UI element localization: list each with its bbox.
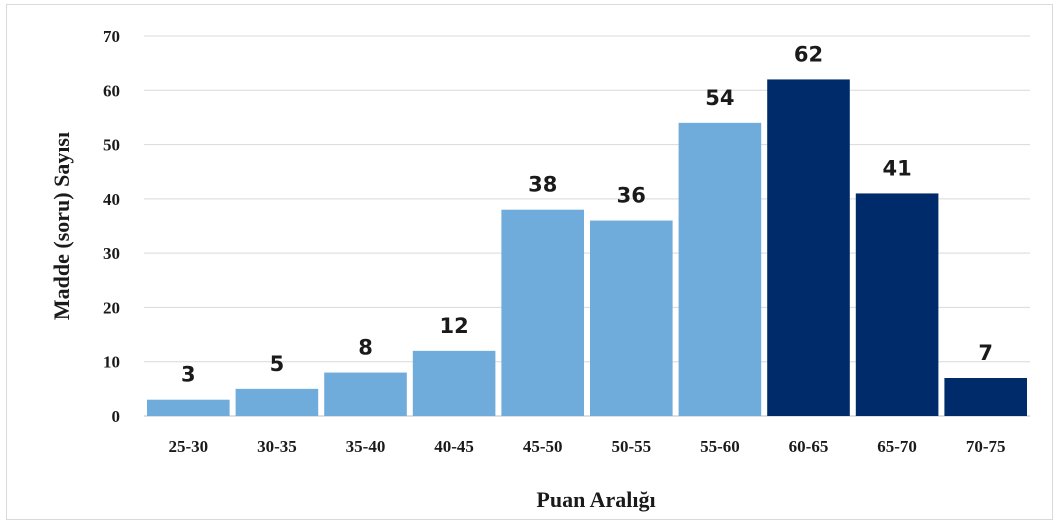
x-tick-label: 40-45 bbox=[434, 437, 474, 456]
y-tick-label: 60 bbox=[103, 81, 120, 100]
bar bbox=[324, 372, 407, 416]
x-tick-label: 60-65 bbox=[789, 437, 829, 456]
bar bbox=[147, 399, 230, 416]
x-tick-label: 30-35 bbox=[257, 437, 297, 456]
y-tick-label: 10 bbox=[103, 353, 120, 372]
bar bbox=[412, 350, 496, 416]
y-tick-label: 0 bbox=[112, 407, 121, 426]
x-tick-label: 35-40 bbox=[346, 437, 386, 456]
y-tick-label: 20 bbox=[103, 298, 120, 317]
y-tick-label: 50 bbox=[103, 136, 120, 155]
bar bbox=[590, 220, 673, 416]
y-tick-label: 30 bbox=[103, 244, 120, 263]
data-label: 7 bbox=[978, 341, 993, 365]
x-tick-label: 25-30 bbox=[168, 437, 208, 456]
data-label: 12 bbox=[439, 314, 468, 338]
data-label: 3 bbox=[181, 363, 196, 387]
bar bbox=[767, 79, 850, 416]
x-axis-title: Puan Aralığı bbox=[536, 487, 655, 512]
data-label: 36 bbox=[617, 184, 646, 208]
x-tick-label: 65-70 bbox=[877, 437, 917, 456]
x-tick-label: 50-55 bbox=[611, 437, 651, 456]
x-tick-label: 70-75 bbox=[966, 437, 1006, 456]
data-label: 5 bbox=[270, 352, 285, 376]
bar bbox=[855, 193, 939, 416]
x-tick-label: 55-60 bbox=[700, 437, 740, 456]
x-tick-label: 45-50 bbox=[523, 437, 563, 456]
y-axis-title: Madde (soru) Sayısı bbox=[49, 132, 74, 320]
y-tick-label: 40 bbox=[103, 190, 120, 209]
data-label: 41 bbox=[882, 156, 911, 180]
bar bbox=[501, 209, 584, 416]
data-label: 62 bbox=[794, 42, 823, 66]
bar bbox=[235, 388, 319, 416]
data-label: 8 bbox=[358, 336, 373, 360]
data-label: 38 bbox=[528, 173, 557, 197]
bar bbox=[944, 378, 1027, 416]
y-tick-label: 70 bbox=[103, 27, 120, 46]
data-label: 54 bbox=[705, 86, 734, 110]
bar bbox=[678, 122, 762, 416]
